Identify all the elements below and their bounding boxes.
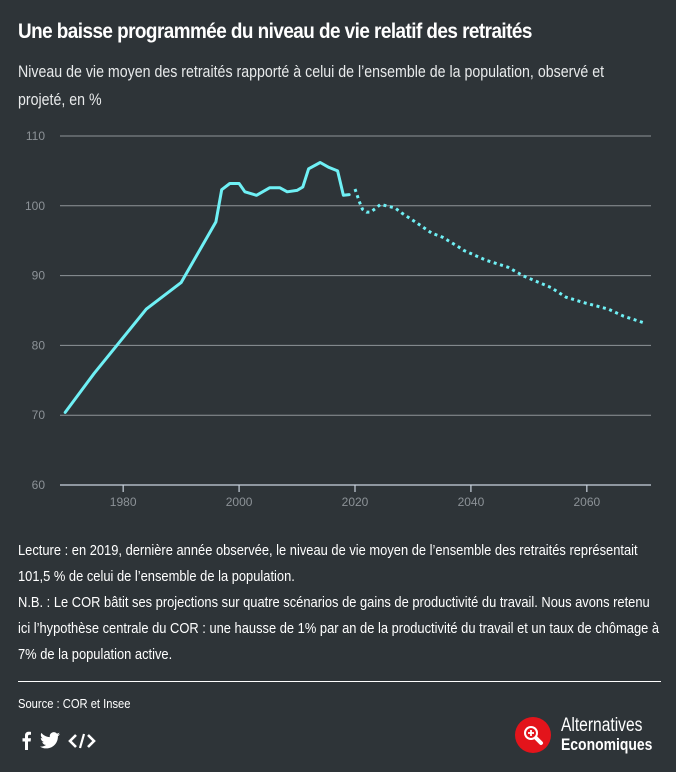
series-line-observed <box>63 161 351 414</box>
brand-logo[interactable]: Alternatives Economiques <box>515 716 672 754</box>
twitter-icon[interactable] <box>40 732 60 749</box>
x-tick-label: 1980 <box>110 495 137 509</box>
series-line-projected <box>353 188 646 325</box>
y-tick-label: 80 <box>32 338 46 352</box>
reading-note: Lecture : en 2019, dernière année observ… <box>18 542 638 585</box>
grid-lines <box>60 135 651 416</box>
y-tick-label: 100 <box>25 199 45 213</box>
chart-notes: Lecture : en 2019, dernière année observ… <box>18 538 663 668</box>
embed-code-icon[interactable] <box>68 733 96 749</box>
x-tick-label: 2060 <box>573 495 600 509</box>
x-tick-label: 2040 <box>458 495 485 509</box>
facebook-icon[interactable] <box>20 731 32 750</box>
magnifier-plus-icon <box>515 717 551 753</box>
x-axis: 1980 2000 2020 2040 2060 <box>60 484 651 509</box>
y-tick-label: 60 <box>32 478 46 492</box>
y-tick-label: 70 <box>32 408 46 422</box>
chart-subtitle: Niveau de vie moyen des retraités rappor… <box>18 63 605 109</box>
x-tick-label: 2000 <box>226 495 253 509</box>
logo-text-economiques: Economiques <box>561 735 653 754</box>
series-lines <box>63 161 646 414</box>
logo-text-alternatives: Alternatives <box>561 715 643 736</box>
y-axis-ticks: 60 70 80 90 100 110 <box>25 129 45 492</box>
share-bar <box>20 731 96 750</box>
chart-title: Une baisse programmée du niveau de vie r… <box>18 20 532 43</box>
footer-divider <box>18 681 661 682</box>
x-tick-label: 2020 <box>342 495 369 509</box>
nb-note: N.B. : Le COR bâtit ses projections sur … <box>18 594 660 663</box>
y-tick-label: 90 <box>32 269 46 283</box>
source-text: Source : COR et Insee <box>18 696 131 711</box>
y-tick-label: 110 <box>26 129 45 143</box>
line-chart: 60 70 80 90 100 110 1980 2000 2020 2040 2060 <box>25 129 651 509</box>
